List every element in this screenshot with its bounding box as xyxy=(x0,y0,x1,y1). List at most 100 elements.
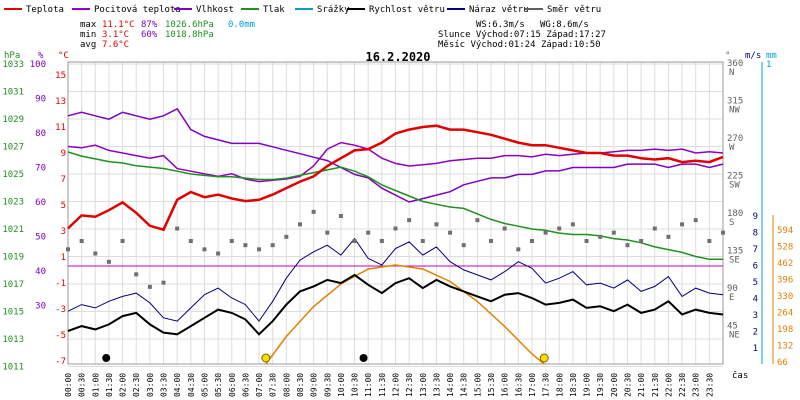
series-humidity-line xyxy=(67,107,724,203)
wind-direction-point xyxy=(93,251,98,256)
x-tick-label: 03:00 xyxy=(146,373,155,397)
axis-tick-hpa: 1033 xyxy=(2,60,24,70)
axis-tick-deg: 360 xyxy=(727,59,743,69)
wind-direction-point xyxy=(489,239,494,243)
axis-tick-ms: 9 xyxy=(753,212,758,222)
x-tick-label: 18:00 xyxy=(555,373,564,397)
wind-direction-point xyxy=(325,230,330,235)
wind-direction-point xyxy=(598,234,603,239)
x-tick-label: 21:30 xyxy=(651,373,660,397)
series-wind-speed-line xyxy=(67,273,724,336)
axis-tick-hpa: 1023 xyxy=(2,198,24,208)
stat-sun: Slunce Východ:07:15 Západ:17:27 xyxy=(438,30,606,40)
axis-tick-pct: 100 xyxy=(30,60,46,70)
legend-item-label: Směr větru xyxy=(547,5,601,15)
stat-max-rain: 0.0mm xyxy=(228,20,255,30)
axis-tick-solar: 66 xyxy=(777,358,788,368)
wind-direction-point xyxy=(652,226,657,231)
axis-tick-ms: 8 xyxy=(753,229,758,239)
axis-tick-hpa: 1027 xyxy=(2,143,24,153)
axis-tick-hpa: 1019 xyxy=(2,253,24,263)
axis-tick-solar: 264 xyxy=(777,309,793,319)
chart-legend: Teplota Pocitová teplota Vlhkost Tlak Srážky… xyxy=(4,5,601,15)
axis-tick-solar: 528 xyxy=(777,243,793,253)
wind-direction-point xyxy=(106,259,111,264)
axis-tick-temp: 13 xyxy=(55,97,66,107)
wind-direction-point xyxy=(379,239,384,243)
axis-tick-temp: 5 xyxy=(61,201,66,211)
axis-tick-hpa: 1013 xyxy=(2,335,24,345)
axis-tick-hpa: 1015 xyxy=(2,308,24,318)
wind-direction-point xyxy=(202,247,207,252)
axis-tick-pct: 50 xyxy=(35,233,46,243)
axis-tick-pct: 40 xyxy=(35,267,46,277)
axis-tick-deg-dir: N xyxy=(729,68,734,78)
x-tick-label: 20:00 xyxy=(610,373,619,397)
x-tick-label: 00:00 xyxy=(64,373,73,397)
x-tick-label: 04:00 xyxy=(173,373,182,397)
x-tick-label: 05:00 xyxy=(200,373,209,397)
wind-direction-point xyxy=(120,239,125,243)
x-tick-label: 02:30 xyxy=(132,373,141,397)
x-tick-label: 18:30 xyxy=(569,373,578,397)
wind-direction-point xyxy=(407,218,412,223)
axis-tick-deg: 225 xyxy=(727,172,743,182)
axis-tick-deg: 270 xyxy=(727,134,743,144)
axis-tick-hpa: 1011 xyxy=(2,363,24,373)
x-tick-label: 12:00 xyxy=(392,373,401,397)
wind-direction-point xyxy=(693,218,698,223)
stat-max-label: max xyxy=(80,20,97,30)
stat-wg: WG:8.6m/s xyxy=(540,20,589,30)
markers xyxy=(102,353,549,363)
wind-direction-point xyxy=(66,247,70,252)
x-tick-label: 04:30 xyxy=(187,373,196,397)
wind-direction-point xyxy=(461,243,466,248)
legend-item-label: Rychlost větru xyxy=(369,5,445,15)
axis-label-ms: m/s xyxy=(745,51,761,61)
axis-tick-solar: 594 xyxy=(777,226,793,236)
x-tick-label: 03:30 xyxy=(160,373,169,397)
axis-tick-mm-1: 1 xyxy=(766,60,771,70)
wind-direction-point xyxy=(79,239,84,243)
x-axis-label: čas xyxy=(732,370,748,381)
x-tick-label: 09:00 xyxy=(310,373,319,397)
axis-tick-solar: 330 xyxy=(777,292,793,302)
wind-direction-point xyxy=(270,243,275,248)
x-tick-label: 07:00 xyxy=(255,373,264,397)
axis-tick-temp: -1 xyxy=(55,279,66,289)
axis-tick-hpa: 1021 xyxy=(2,225,24,235)
stat-min-temp: 3.1°C xyxy=(102,30,129,40)
x-tick-label: 23:30 xyxy=(705,373,714,397)
axis-tick-pct: 60 xyxy=(35,198,46,208)
stat-max-press: 1026.6hPa xyxy=(165,20,214,30)
wind-direction-point xyxy=(584,239,589,243)
legend-item-label: Teplota xyxy=(26,5,64,15)
stat-min-press: 1018.8hPa xyxy=(165,30,214,40)
x-tick-label: 22:00 xyxy=(664,373,673,397)
axis-tick-deg-dir: NW xyxy=(729,106,740,116)
x-tick-label: 19:30 xyxy=(596,373,605,397)
axis-tick-pct: 80 xyxy=(35,129,46,139)
axis-tick-deg: 90 xyxy=(727,284,738,294)
wind-direction-point xyxy=(721,230,725,235)
series-feels-like-line xyxy=(67,141,724,183)
wind-direction-point xyxy=(393,226,398,231)
x-tick-label: 05:30 xyxy=(214,373,223,397)
axis-tick-ms: 2 xyxy=(753,328,758,338)
wind-direction-point xyxy=(639,239,644,243)
wind-direction-point xyxy=(420,239,425,243)
axis-tick-pct: 30 xyxy=(35,302,46,312)
wind-direction-point xyxy=(188,239,193,243)
wind-direction-point xyxy=(243,243,248,248)
x-tick-label: 08:30 xyxy=(296,373,305,397)
x-tick-label: 06:00 xyxy=(228,373,237,397)
wind-direction-point xyxy=(338,214,343,218)
legend-item-label: Srážky xyxy=(317,5,350,15)
x-tick-label: 15:00 xyxy=(473,373,482,397)
x-tick-label: 17:30 xyxy=(542,373,551,397)
axis-tick-pct: 90 xyxy=(35,95,46,105)
stat-min-hum: 60% xyxy=(141,30,158,40)
wind-direction-point xyxy=(570,222,575,227)
x-tick-label: 19:00 xyxy=(583,373,592,397)
wind-direction-point xyxy=(229,239,234,243)
